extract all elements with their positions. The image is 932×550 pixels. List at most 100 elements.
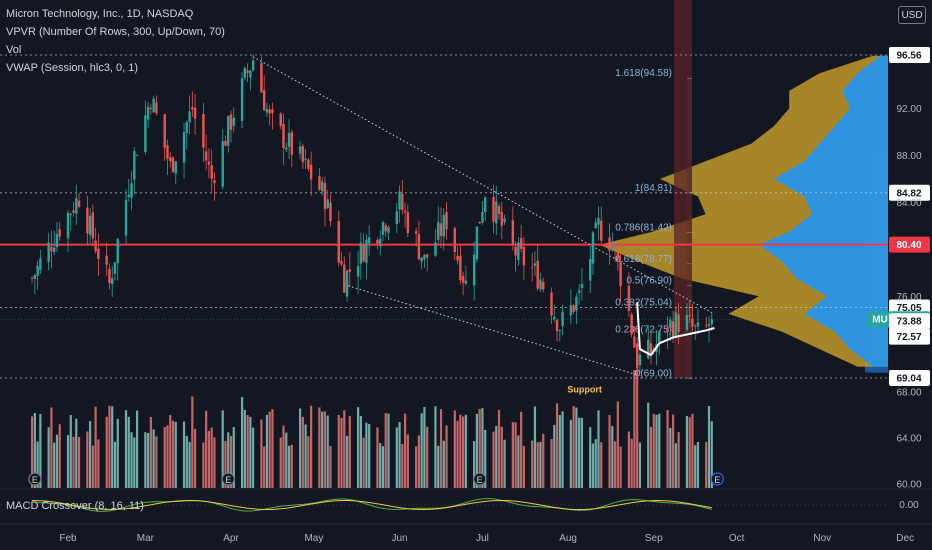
candle-body [666,327,669,332]
candle [337,210,340,267]
candle-body [691,318,694,327]
candle-body [229,114,233,130]
candle-body [356,266,360,277]
candle [202,102,205,163]
volume-bar [97,439,100,488]
volume-bar [263,446,266,488]
candle-body [290,132,294,155]
candle [417,220,421,261]
candle-body [268,109,271,114]
legend-volume: Vol [6,44,22,56]
candle-body [475,226,479,260]
volume-bar [105,416,108,488]
candle-body [75,198,78,214]
candle-body [77,200,81,207]
candle-body [232,117,235,126]
volume-bar [193,428,197,488]
candlesticks[interactable] [30,54,713,379]
month-label-mar: Mar [137,533,155,544]
candle [144,100,147,155]
price-badge-72.57 [889,328,930,345]
fib-label-6: 0.236(72.75) [615,324,672,335]
volume-bar [710,421,713,488]
candle [91,204,95,247]
candle [130,170,133,211]
earnings-marker-0[interactable]: E [28,472,42,486]
volume-bar [310,405,313,488]
candle [265,102,269,117]
volume-bar [669,427,672,488]
candle [210,149,213,192]
candle [36,260,39,290]
candle-body [246,70,249,73]
candle [224,135,227,147]
candle [251,54,255,72]
earnings-marker-1[interactable]: E [221,472,235,486]
candle [88,208,92,244]
candle-body [135,155,139,156]
time-axis[interactable]: Feb Mar Apr May Jun Jul Aug Sep Oct Nov Dec [0,523,932,544]
candle [127,178,130,202]
legend-vwap: VWAP (Session, hlc3, 0, 1) [6,62,139,74]
volume-bar [555,403,559,488]
candle-body [174,161,177,174]
candle [539,272,542,292]
candle [113,262,117,281]
volume-bar [464,414,467,488]
candle-body [613,247,617,249]
currency-selector[interactable]: USD [898,6,926,24]
volume-bar [185,436,188,488]
candle [666,316,669,350]
candle-body [553,316,556,320]
volume-bar [633,370,636,488]
candle-body [459,255,462,281]
volume-bar [66,435,70,488]
candle-body [210,165,213,179]
candle [33,273,37,295]
candle-body [627,285,631,311]
candle [387,225,390,241]
macd-signal-line [32,499,712,511]
candle [188,95,191,135]
candle [260,56,263,93]
candle-body [616,252,620,260]
fib-label-2: 0.786(81.42) [615,223,672,234]
candle [124,189,128,244]
candle [649,333,653,365]
candle [229,110,233,143]
volume-bar [517,435,520,488]
earnings-marker-2[interactable]: E [473,472,487,486]
earnings-marker-icon: E [477,475,483,485]
candle [577,284,581,305]
candle-body [514,246,517,256]
candle-body [481,211,484,223]
candle [495,185,498,236]
earnings-marker-3[interactable]: E [710,472,724,486]
volume-bar [111,406,114,488]
candle [600,206,603,244]
candle [345,269,349,302]
candle [472,241,476,301]
candle [558,329,562,342]
volume-bar [575,407,578,488]
vwap-curve [636,302,715,357]
volume-bar [301,416,304,488]
legend-vpvr: VPVR (Number Of Rows, 300, Up/Down, 70) [6,26,225,38]
price-label-72.57: 72.57 [896,332,921,343]
candle-body [152,98,155,113]
candle-body [638,354,642,366]
price-label-84.00: 84.00 [896,198,921,209]
volume-bar [213,437,216,488]
candle-body [580,284,584,288]
volume-bar [473,441,476,488]
volume-bar [478,409,481,488]
candle-body [384,225,387,232]
volume-bar [456,420,459,488]
volume-bar [224,440,227,488]
volume-bar [36,441,39,488]
candle-body [202,114,205,148]
volume-bar [558,415,561,488]
